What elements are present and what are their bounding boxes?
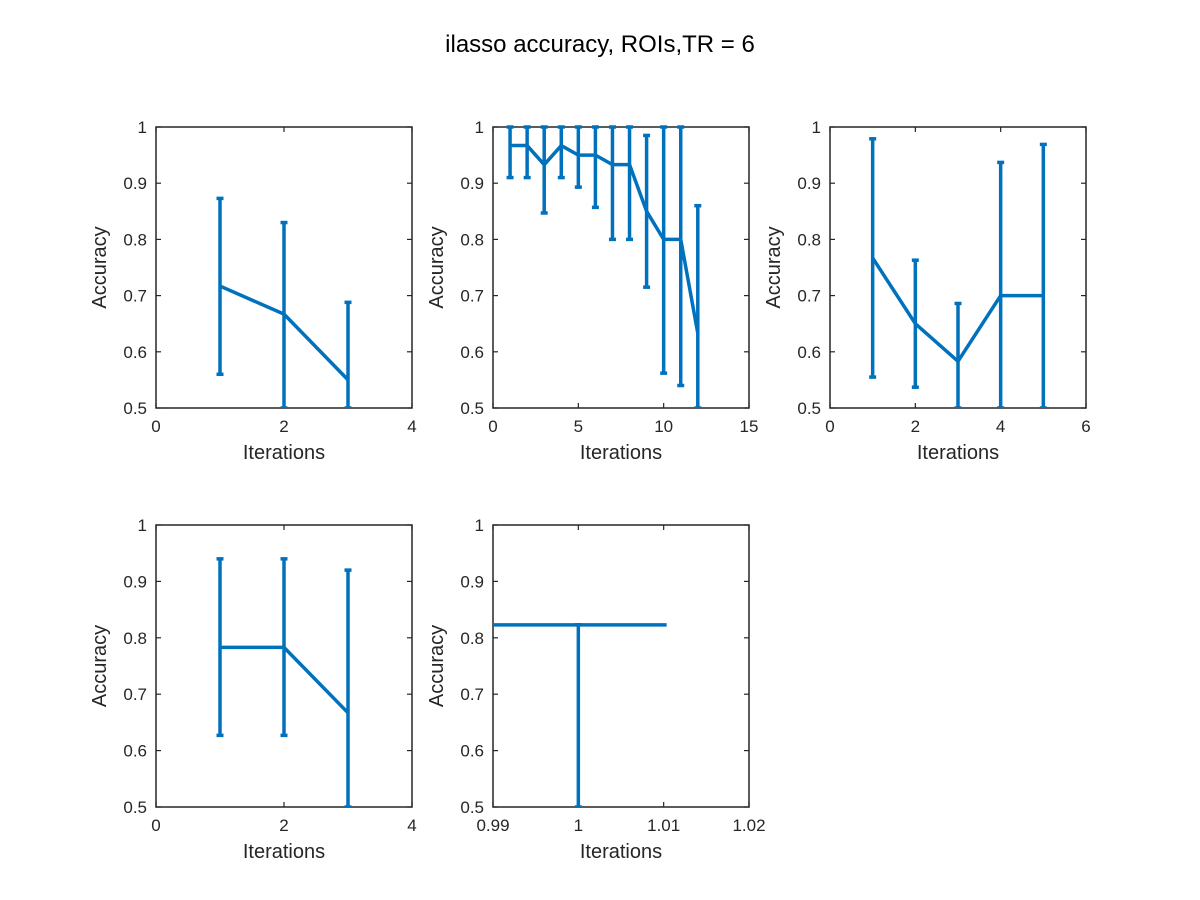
x-tick-label: 0.99 (476, 816, 509, 835)
subplot-1: 0.5 0.6 0.7 0.8 0.9 1 0 2 4 Iterations Accuracy (89, 118, 417, 464)
x-tick-label: 1.01 (647, 816, 680, 835)
y-tick-label: 0.8 (460, 230, 484, 249)
x-axis-label: Iterations (243, 442, 325, 464)
plot-area (216, 557, 352, 807)
y-tick-label: 0.8 (460, 629, 484, 648)
y-tick-label: 0.8 (797, 230, 821, 249)
x-tick-label: 5 (574, 417, 583, 436)
x-tick-label: 2 (279, 816, 288, 835)
y-tick-label: 0.7 (460, 287, 484, 306)
x-tick-label: 4 (996, 417, 1005, 436)
series-line (510, 143, 700, 334)
y-axis-label: Accuracy (426, 226, 448, 308)
subplot-4: 0.5 0.6 0.7 0.8 0.9 1 0 2 4 Iterations Accuracy (89, 516, 417, 863)
y-axis-label: Accuracy (89, 226, 111, 308)
plot-area (506, 125, 702, 408)
x-tick-label: 2 (279, 417, 288, 436)
y-axis-label: Accuracy (426, 625, 448, 707)
y-tick-label: 0.8 (123, 230, 147, 249)
y-tick-label: 0.6 (123, 343, 147, 362)
y-tick-label: 0.5 (123, 399, 147, 418)
y-tick-label: 0.9 (123, 572, 147, 591)
y-tick-label: 0.6 (460, 742, 484, 761)
x-tick-label: 2 (911, 417, 920, 436)
x-tick-label: 4 (407, 417, 416, 436)
y-tick-label: 0.5 (460, 798, 484, 817)
plot-area (216, 196, 352, 408)
series-line (219, 284, 350, 382)
x-axis-label: Iterations (580, 442, 662, 464)
x-tick-label: 15 (740, 417, 759, 436)
axes-box (492, 126, 750, 409)
x-axis-label: Iterations (917, 442, 999, 464)
y-tick-label: 0.7 (123, 685, 147, 704)
y-tick-label: 0.7 (797, 287, 821, 306)
series-line (220, 645, 350, 715)
x-axis-label: Iterations (580, 841, 662, 863)
y-tick-label: 0.5 (123, 798, 147, 817)
x-tick-label: 6 (1081, 417, 1090, 436)
x-tick-label: 10 (654, 417, 673, 436)
subplot-3: 0.5 0.6 0.7 0.8 0.9 1 0 2 4 6 Iterations Accuracy (763, 118, 1091, 464)
x-tick-label: 0 (488, 417, 497, 436)
y-axis-label: Accuracy (763, 226, 785, 308)
y-tick-label: 0.5 (797, 399, 821, 418)
x-tick-label: 0 (151, 417, 160, 436)
y-tick-label: 1 (138, 118, 147, 137)
y-tick-label: 0.9 (797, 174, 821, 193)
x-axis-label: Iterations (243, 841, 325, 863)
series-line (871, 256, 1044, 364)
y-tick-label: 0.6 (123, 742, 147, 761)
y-tick-label: 0.5 (460, 399, 484, 418)
figure-title: ilasso accuracy, ROIs,TR = 6 (445, 31, 755, 58)
y-tick-label: 1 (475, 118, 484, 137)
y-axis-label: Accuracy (89, 625, 111, 707)
y-tick-label: 0.6 (460, 343, 484, 362)
x-tick-label: 0 (825, 417, 834, 436)
x-tick-label: 1 (574, 816, 583, 835)
x-tick-label: 4 (407, 816, 416, 835)
y-tick-label: 0.9 (460, 572, 484, 591)
y-tick-label: 1 (475, 516, 484, 535)
y-tick-label: 1 (138, 516, 147, 535)
y-tick-label: 0.7 (460, 685, 484, 704)
x-tick-label: 1.02 (732, 816, 765, 835)
y-tick-label: 0.9 (460, 174, 484, 193)
y-tick-label: 0.6 (797, 343, 821, 362)
plot-area (493, 623, 667, 807)
axes-box (492, 524, 750, 808)
subplot-grid: 0.50.60.70.80.910 2 4IterationsAccuracy0.5… (89, 118, 1091, 863)
y-tick-label: 1 (812, 118, 821, 137)
subplot-5: 0.5 0.6 0.7 0.8 0.9 1 0.99 1 1.01 1.02 Iterations A… (426, 516, 766, 863)
y-tick-label: 0.7 (123, 287, 147, 306)
y-tick-label: 0.8 (123, 629, 147, 648)
x-tick-label: 0 (151, 816, 160, 835)
y-tick-label: 0.9 (123, 174, 147, 193)
plot-area (869, 137, 1047, 408)
